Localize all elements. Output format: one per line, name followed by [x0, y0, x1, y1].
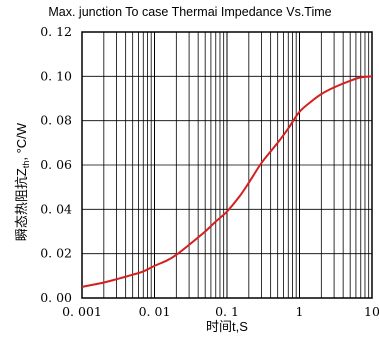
y-axis-label-main: 瞬态热阻抗Z	[14, 168, 29, 241]
x-tick-label: 0. 1	[215, 304, 239, 319]
x-axis-label: 时间t,S	[206, 319, 248, 334]
y-axis-label: 瞬态热阻抗Zth, °C/W	[14, 122, 31, 241]
chart-title: Max. junction To case Thermai Impedance …	[48, 5, 331, 19]
y-tick-label: 0. 00	[40, 290, 72, 305]
y-tick-label: 0. 06	[40, 157, 72, 172]
y-tick-label: 0. 10	[40, 68, 72, 83]
grid-lines	[82, 32, 372, 298]
x-tick-label: 0. 01	[139, 304, 171, 319]
series-line	[81, 75, 373, 288]
y-axis-label-subscript: th	[21, 161, 31, 169]
y-axis-label-unit: , °C/W	[14, 122, 29, 160]
y-tick-label: 0. 02	[40, 246, 72, 261]
y-axis-ticks: 0. 00 0. 02 0. 04 0. 06 0. 08 0. 10 0. 12	[40, 24, 72, 305]
y-tick-label: 0. 04	[40, 201, 72, 216]
x-axis-ticks: 0. 001 0. 01 0. 1 1 10	[62, 304, 379, 319]
y-tick-label: 0. 12	[40, 24, 72, 39]
plot-frame	[81, 31, 373, 299]
y-tick-label: 0. 08	[40, 113, 72, 128]
x-tick-label: 0. 001	[62, 304, 102, 319]
x-tick-label: 10	[364, 304, 379, 319]
x-tick-label: 1	[296, 304, 304, 319]
